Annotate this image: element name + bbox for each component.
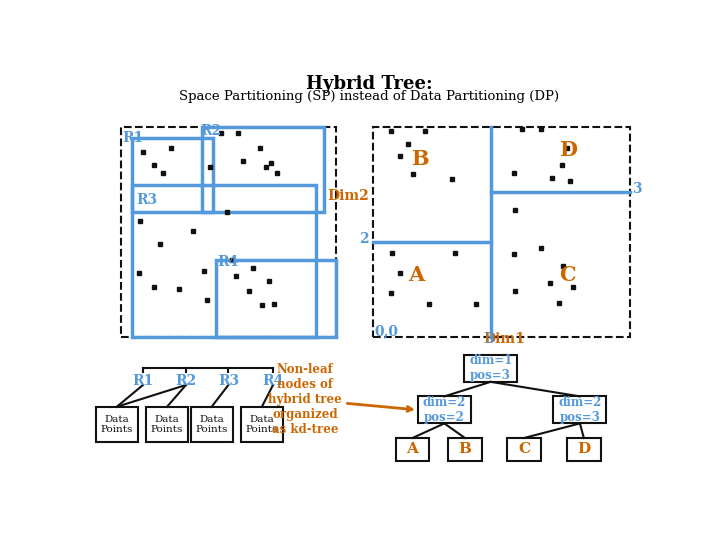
Text: 2: 2 bbox=[359, 232, 369, 246]
Text: R4: R4 bbox=[262, 374, 284, 388]
Bar bbox=[374, 127, 630, 337]
Text: R2: R2 bbox=[200, 125, 221, 138]
Bar bbox=[146, 407, 188, 442]
Bar bbox=[96, 407, 138, 442]
Text: 0,0: 0,0 bbox=[374, 324, 399, 338]
Text: B: B bbox=[411, 148, 428, 168]
Text: R1: R1 bbox=[132, 374, 153, 388]
Text: Data
Points: Data Points bbox=[150, 415, 183, 434]
Text: R4: R4 bbox=[217, 255, 238, 269]
Text: Hybrid Tree:: Hybrid Tree: bbox=[306, 75, 432, 93]
Bar bbox=[418, 396, 471, 423]
Text: R1: R1 bbox=[122, 131, 143, 145]
Text: Non-leaf
nodes of
hybrid tree
organized
as kd-tree: Non-leaf nodes of hybrid tree organized … bbox=[268, 363, 412, 436]
Text: Data
Points: Data Points bbox=[246, 415, 278, 434]
Text: C: C bbox=[518, 442, 530, 456]
Bar bbox=[554, 396, 606, 423]
Bar bbox=[215, 260, 336, 337]
Text: Dim1: Dim1 bbox=[483, 332, 526, 346]
Bar bbox=[464, 355, 517, 382]
Text: Data
Points: Data Points bbox=[101, 415, 133, 434]
Bar bbox=[132, 185, 316, 337]
Text: 3: 3 bbox=[484, 332, 493, 346]
Bar bbox=[508, 438, 541, 461]
Text: R2: R2 bbox=[176, 374, 197, 388]
Text: dim=2
pos=2: dim=2 pos=2 bbox=[423, 396, 466, 424]
Bar bbox=[449, 438, 482, 461]
Text: A: A bbox=[407, 442, 418, 456]
Text: D: D bbox=[577, 442, 590, 456]
Bar bbox=[132, 138, 213, 212]
Text: Data
Points: Data Points bbox=[195, 415, 228, 434]
Text: C: C bbox=[559, 265, 575, 285]
Bar bbox=[202, 127, 324, 212]
Text: R3: R3 bbox=[136, 193, 158, 207]
Text: Dim2: Dim2 bbox=[328, 189, 369, 203]
Bar bbox=[396, 438, 429, 461]
Bar bbox=[191, 407, 233, 442]
Bar bbox=[241, 407, 283, 442]
Text: D: D bbox=[559, 140, 577, 160]
Text: B: B bbox=[459, 442, 472, 456]
Text: Space Partitioning (SP) instead of Data Partitioning (DP): Space Partitioning (SP) instead of Data … bbox=[179, 90, 559, 103]
Text: dim=1
pos=3: dim=1 pos=3 bbox=[469, 354, 512, 382]
Text: dim=2
pos=3: dim=2 pos=3 bbox=[558, 396, 602, 424]
Bar bbox=[121, 127, 336, 337]
Text: 3: 3 bbox=[632, 182, 642, 196]
Text: R3: R3 bbox=[218, 374, 239, 388]
Text: A: A bbox=[408, 265, 424, 285]
Bar bbox=[567, 438, 600, 461]
